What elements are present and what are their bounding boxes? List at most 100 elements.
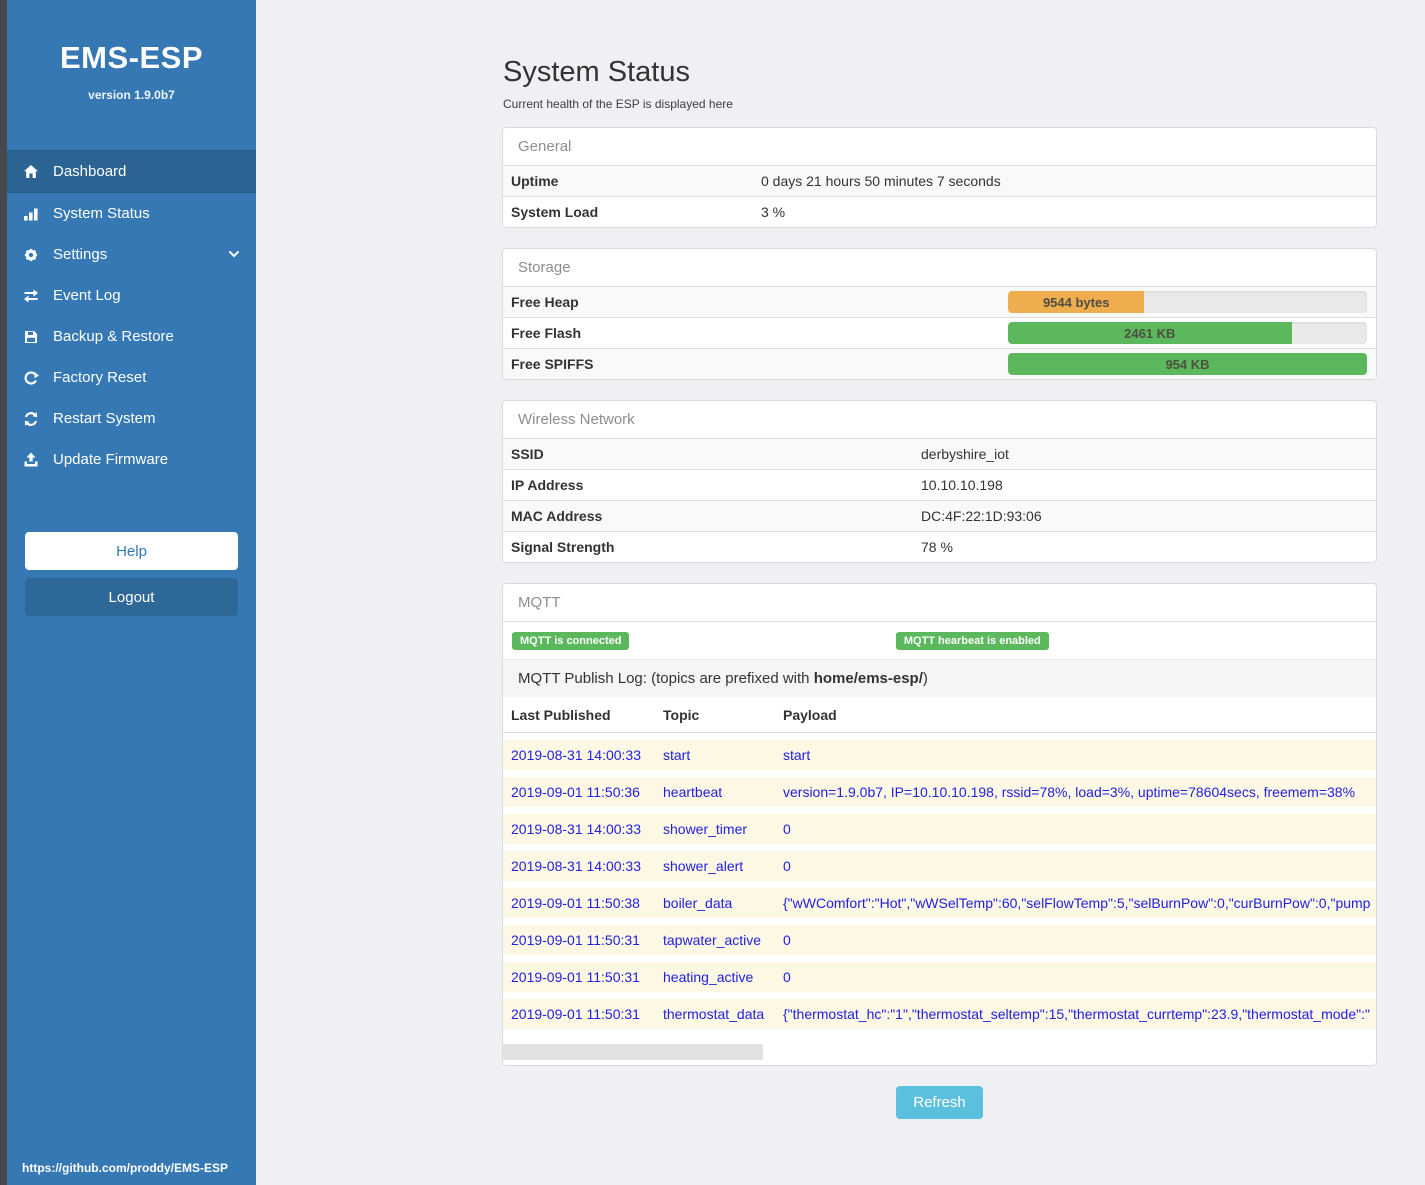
page-title: System Status (503, 56, 690, 88)
last-published-cell: 2019-09-01 11:50:31 (511, 1006, 640, 1022)
gear-icon (22, 247, 40, 263)
payload-cell: 0 (783, 858, 791, 874)
free-spiffs-progress-track: 954 KB (1008, 353, 1367, 375)
free-flash-progress-track: 2461 KB (1008, 322, 1367, 344)
last-published-cell: 2019-09-01 11:50:31 (511, 969, 640, 985)
github-footer-link[interactable]: https://github.com/proddy/EMS-ESP (22, 1161, 228, 1175)
table-row: 2019-09-01 11:50:31 tapwater_active 0 (503, 918, 1376, 955)
sidebar-item-dashboard[interactable]: Dashboard (7, 150, 256, 193)
page-subtitle: Current health of the ESP is displayed h… (503, 97, 733, 111)
sidebar-buttons: Help Logout (7, 532, 256, 616)
sidebar-item-factory-reset[interactable]: Factory Reset (7, 357, 256, 398)
upload-icon (22, 452, 40, 468)
sidebar-item-label: Update Firmware (53, 451, 169, 468)
general-panel-heading: General (518, 138, 572, 155)
exchange-arrows-icon (22, 288, 40, 304)
sidebar-item-label: Event Log (53, 287, 121, 304)
payload-cell: 0 (783, 969, 791, 985)
row-value: DC:4F:22:1D:93:06 (921, 508, 1042, 524)
free-heap-progress-bar: 9544 bytes (1008, 291, 1145, 313)
help-button[interactable]: Help (25, 532, 238, 570)
publish-log-topic-prefix: home/ems-esp/ (813, 670, 923, 687)
topic-cell: shower_alert (663, 858, 744, 874)
column-header: Topic (663, 707, 700, 723)
brand: EMS-ESP version 1.9.0b7 (7, 0, 256, 102)
sidebar-item-label: Backup & Restore (53, 328, 174, 345)
progress-bar-label: 954 KB (1165, 356, 1210, 372)
free-spiffs-progress-bar: 954 KB (1008, 353, 1367, 375)
table-row: Free SPIFFS 954 KB (503, 348, 1376, 379)
progress-bar-cell: 954 KB (1008, 349, 1376, 379)
progress-bar-label: 2461 KB (1124, 325, 1176, 341)
row-value: derbyshire_iot (921, 446, 1009, 462)
topic-cell: shower_timer (663, 821, 748, 837)
window-edge-strip (0, 0, 7, 1185)
refresh-button[interactable]: Refresh (896, 1086, 983, 1119)
horizontal-scrollbar (503, 1044, 1376, 1061)
mqtt-status-row: MQTT is connected MQTT hearbeat is enabl… (503, 621, 1376, 659)
payload-cell: 0 (783, 821, 791, 837)
row-value: 0 days 21 hours 50 minutes 7 seconds (761, 173, 1001, 189)
row-label: System Load (511, 204, 599, 220)
topic-cell: thermostat_data (663, 1006, 765, 1022)
topic-cell: heating_active (663, 969, 754, 985)
table-row: 2019-08-31 14:00:33 shower_alert 0 (503, 844, 1376, 881)
row-label: Free Flash (511, 325, 582, 341)
topic-cell: boiler_data (663, 895, 733, 911)
row-label: Free SPIFFS (511, 356, 594, 372)
storage-panel: Storage Free Heap 9544 bytes Free Flash (502, 248, 1377, 380)
last-published-cell: 2019-09-01 11:50:36 (511, 784, 640, 800)
publish-log-prefix: MQTT Publish Log: (topics are prefixed w… (518, 670, 814, 687)
wireless-panel-heading: Wireless Network (518, 411, 635, 428)
table-row: 2019-08-31 14:00:33 start start (503, 733, 1376, 770)
sidebar-item-settings[interactable]: Settings (7, 234, 256, 275)
column-header: Last Published (511, 707, 611, 723)
table-row: IP Address 10.10.10.198 (503, 469, 1376, 500)
row-label: Uptime (511, 173, 559, 189)
row-value: 78 % (921, 539, 953, 555)
main-area: System Status Current health of the ESP … (256, 0, 1425, 1185)
column-header: Payload (783, 707, 837, 723)
sidebar-item-label: Restart System (53, 410, 156, 427)
table-row: MAC Address DC:4F:22:1D:93:06 (503, 500, 1376, 531)
row-label: SSID (511, 446, 544, 462)
progress-bar-label: 9544 bytes (1042, 294, 1110, 310)
sidebar-item-label: Dashboard (53, 163, 127, 180)
payload-cell: {"thermostat_hc":"1","thermostat_seltemp… (783, 1006, 1370, 1022)
row-label: Free Heap (511, 294, 579, 310)
table-row: Signal Strength 78 % (503, 531, 1376, 562)
last-published-cell: 2019-09-01 11:50:31 (511, 932, 640, 948)
row-label: MAC Address (511, 508, 603, 524)
table-row: 2019-08-31 14:00:33 shower_timer 0 (503, 807, 1376, 844)
save-icon (22, 329, 40, 345)
row-value: 10.10.10.198 (921, 477, 1003, 493)
home-icon (22, 164, 40, 180)
mqtt-panel: MQTT MQTT is connected MQTT hearbeat is … (502, 583, 1377, 1066)
mqtt-table-header: Last Published Topic Payload (503, 697, 1376, 733)
row-label: Signal Strength (511, 539, 615, 555)
sidebar-item-update-firmware[interactable]: Update Firmware (7, 439, 256, 480)
sidebar: EMS-ESP version 1.9.0b7 Dashboard System… (7, 0, 256, 1185)
sidebar-item-event-log[interactable]: Event Log (7, 275, 256, 316)
topic-cell: tapwater_active (663, 932, 762, 948)
content-column: System Status Current health of the ESP … (502, 0, 1377, 1119)
sidebar-item-backup-restore[interactable]: Backup & Restore (7, 316, 256, 357)
free-heap-progress-track: 9544 bytes (1008, 291, 1367, 313)
free-flash-progress-bar: 2461 KB (1008, 322, 1292, 344)
table-row: Free Heap 9544 bytes (503, 286, 1376, 317)
table-row: 2019-09-01 11:50:36 heartbeat version=1.… (503, 770, 1376, 807)
payload-cell: {"wWComfort":"Hot","wWSelTemp":60,"selFl… (783, 895, 1371, 911)
payload-cell: 0 (783, 932, 791, 948)
logout-button[interactable]: Logout (25, 578, 238, 616)
progress-bar-cell: 9544 bytes (1008, 287, 1376, 317)
row-label: IP Address (511, 477, 584, 493)
mqtt-publish-log-title: MQTT Publish Log: (topics are prefixed w… (503, 659, 1376, 697)
sidebar-item-system-status[interactable]: System Status (7, 193, 256, 234)
sidebar-item-label: Settings (53, 246, 108, 263)
sidebar-item-restart-system[interactable]: Restart System (7, 398, 256, 439)
horizontal-scrollbar-thumb[interactable] (503, 1044, 763, 1060)
refresh-row: Refresh (502, 1086, 1377, 1119)
app-title: EMS-ESP (59, 40, 204, 75)
table-row: Free Flash 2461 KB (503, 317, 1376, 348)
table-row: SSID derbyshire_iot (503, 438, 1376, 469)
